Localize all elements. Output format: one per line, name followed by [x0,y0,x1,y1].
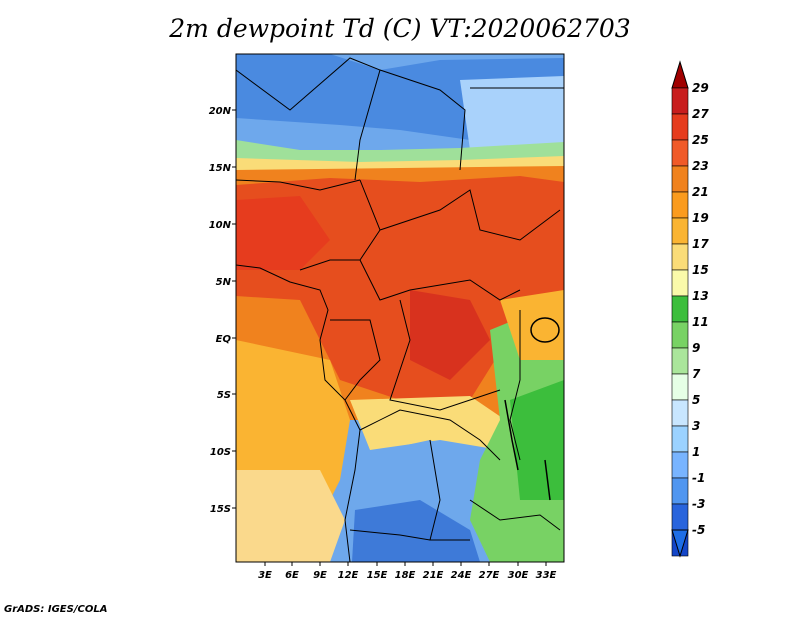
colorbar-label: 25 [692,133,709,147]
field-yellow-transition [350,396,520,450]
colorbar-segment [671,165,689,193]
border-drc [389,299,501,411]
border-angola-zambia [359,409,501,461]
lon-label: 12E [338,570,359,581]
colorbar-segment [671,269,689,297]
lon-label: 6E [285,570,299,581]
map-frame [235,53,565,563]
colorbar-bottom-arrow [671,529,689,558]
lake-tanganyika [504,399,519,471]
colorbar-label: 29 [692,81,709,95]
colorbar-segments [671,87,689,557]
colorbar-segment [671,139,689,167]
colorbar-segment [671,191,689,219]
colorbar-label: 19 [692,211,709,225]
border-algeria-niger [236,57,381,181]
colorbar-label: 1 [692,445,700,459]
colorbar-segment [671,477,689,505]
colorbar-segment [671,243,689,271]
field-sahara-light [460,76,564,150]
colorbar-label: 9 [692,341,700,355]
colorbar-label: 11 [692,315,709,329]
colorbar-label: -3 [692,497,705,511]
field-ocean-pale [236,470,345,562]
colorbar-label: 13 [692,289,709,303]
map-field [236,54,564,562]
colorbar-labels: 29 27 25 23 21 19 17 15 13 11 9 7 5 3 1 … [692,81,709,537]
lat-label: 20N [209,106,232,117]
border-namibia [349,529,431,541]
field-east-darkgreen [510,380,564,500]
colorbar-segment [671,321,689,349]
lat-axis: 20N 15N 10N 5N EQ 5S 10S 15S [209,106,236,515]
colorbar-top-arrow [671,60,689,89]
field-red-west [236,196,330,270]
border-niger-south [236,179,361,191]
colorbar-segment [671,399,689,427]
lon-label: 33E [536,570,557,581]
lon-label: 27E [479,570,500,581]
colorbar-segment [671,347,689,375]
lat-label: EQ [216,334,232,345]
colorbar-segment [671,425,689,453]
colorbar-segment [671,87,689,115]
colorbar-segment [671,113,689,141]
colorbar-segment [671,373,689,401]
lat-label: 15S [210,504,231,515]
border-libya-chad [379,69,466,171]
lake-malawi [544,459,551,501]
colorbar-label: 7 [692,367,701,381]
colorbar-segment [671,295,689,323]
lon-axis: 3E 6E 9E 12E 15E 18E 21E 24E 27E 30E 33E [258,562,557,581]
colorbar-segment [671,217,689,245]
lon-label: 15E [367,570,388,581]
border-gabon-congo [330,319,381,401]
lat-label: 10S [210,447,231,458]
border-car [359,259,521,301]
colorbar-label: 15 [692,263,709,277]
lat-label: 10N [209,220,232,231]
lat-label: 5S [217,390,231,401]
border-chad-sudan [379,189,561,241]
border-zimbabwe [469,499,561,531]
colorbar-label: 23 [692,159,709,173]
lon-label: 30E [508,570,529,581]
colorbar-label: 17 [692,237,709,251]
border-zambia-botswana [429,439,470,541]
colorbar-label: 5 [692,393,700,407]
country-borders [236,57,564,562]
lon-label: 18E [395,570,416,581]
footer-credit: GrADS: IGES/COLA [4,604,108,615]
lat-label: 15N [209,163,232,174]
lake-victoria [530,317,560,343]
colorbar-label: -5 [692,523,705,537]
field-south-darkblue [352,500,480,562]
lon-label: 3E [258,570,272,581]
colorbar [671,60,689,558]
lat-label: 5N [216,277,232,288]
lon-label: 21E [423,570,444,581]
colorbar-segment [671,503,689,531]
colorbar-label: 21 [692,185,709,199]
lon-label: 9E [313,570,327,581]
coastline [236,264,361,562]
lakes [504,317,560,501]
field-red-congo [410,290,490,380]
plot-title: 2m dewpoint Td (C) VT:2020062703 [169,14,631,43]
colorbar-label: 3 [692,419,700,433]
colorbar-label: -1 [692,471,705,485]
colorbar-label: 27 [692,107,709,121]
colorbar-segment [671,451,689,479]
border-east-lakes [509,310,521,461]
lon-label: 24E [451,570,472,581]
